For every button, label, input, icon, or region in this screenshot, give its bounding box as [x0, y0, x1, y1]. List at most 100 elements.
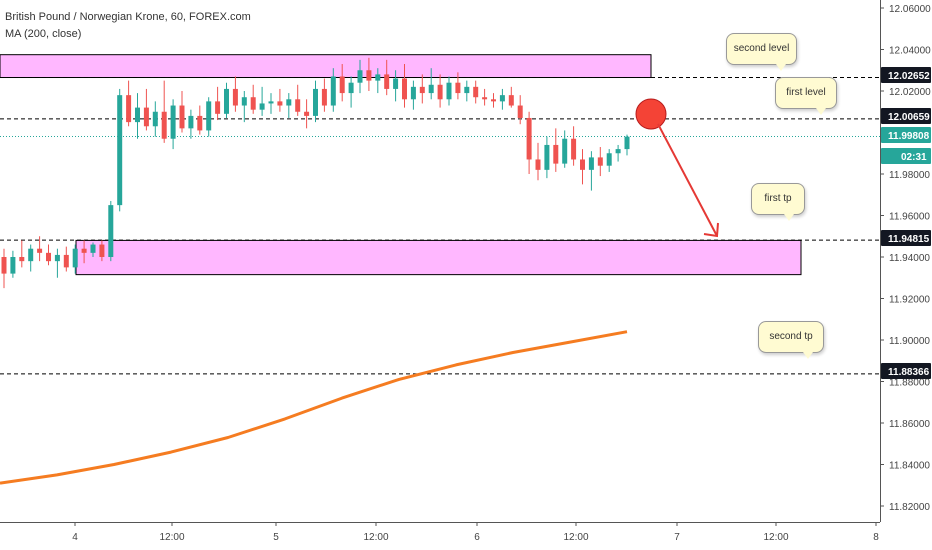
candle-body [46, 252, 51, 262]
candle-body [348, 82, 354, 94]
time-tick-label: 12:00 [363, 532, 388, 543]
candle-body [535, 159, 541, 170]
annotation-second-level[interactable]: second level [726, 33, 797, 71]
candle-body [402, 78, 407, 100]
time-tick-label: 4 [72, 532, 78, 543]
candle-body [330, 76, 336, 106]
candle-body [553, 144, 559, 164]
candle-body [366, 70, 372, 81]
candle-body [286, 99, 292, 106]
candle-body [232, 88, 238, 106]
candle-body [72, 248, 78, 268]
candle-body [90, 244, 96, 253]
indicator-label: MA (200, close) [5, 28, 82, 40]
time-tick-label: 5 [273, 532, 279, 543]
symbol-title: British Pound / Norwegian Krone, 60, FOR… [5, 11, 251, 23]
candle-body [464, 86, 470, 94]
price-level-label-bg [881, 127, 931, 143]
price-level-label: 12.00659 [888, 112, 930, 123]
price-tick-label: 11.84000 [889, 461, 930, 472]
candle-body [37, 248, 43, 253]
candle-body [179, 105, 185, 129]
price-level-label: 02:31 [901, 152, 927, 163]
candle-body [135, 107, 140, 123]
time-tick-label: 12:00 [563, 532, 588, 543]
price-tick-label: 11.96000 [889, 212, 930, 223]
annotation-first-tp-text: first tp [764, 193, 792, 204]
price-tick-label: 12.02000 [889, 87, 931, 98]
candle-body [410, 86, 416, 100]
price-level-label-bg [881, 67, 931, 83]
candle-body [606, 153, 612, 166]
candle-body [517, 105, 523, 118]
price-level-label-bg [881, 108, 931, 124]
entry-circle [635, 98, 667, 130]
candle-body [499, 95, 505, 102]
price-tick-label: 12.04000 [889, 46, 931, 57]
candle-body [99, 244, 105, 257]
ma-200-line [0, 330, 628, 485]
candle-body [215, 101, 221, 114]
price-tick-label: 11.82000 [889, 502, 930, 513]
candle-body [580, 159, 585, 170]
candle-body [313, 88, 318, 116]
price-tick-label: 11.92000 [889, 295, 930, 306]
candle-body [197, 115, 203, 131]
candle-body [491, 99, 496, 102]
candle-body [259, 103, 265, 110]
chart-legend: British Pound / Norwegian Krone, 60, FOR… [5, 9, 251, 43]
candle-body [170, 105, 176, 139]
annotation-first-level[interactable]: first level [775, 77, 837, 115]
price-tick-label: 11.98000 [889, 170, 930, 181]
candle-body [473, 86, 479, 98]
candle-body [428, 84, 434, 94]
price-tick-label: 12.06000 [889, 4, 931, 15]
candle-body [482, 97, 488, 100]
candle-body [54, 254, 60, 262]
candle-body [455, 82, 461, 94]
candle-body [188, 115, 194, 129]
price-level-label: 11.99808 [888, 131, 930, 142]
resistance-zone [0, 54, 652, 79]
support-zone [75, 239, 802, 276]
candle-body [446, 82, 452, 100]
candle-body [268, 101, 274, 104]
time-tick-label: 7 [674, 532, 680, 543]
annotation-first-level-text: first level [786, 87, 826, 98]
candle-body [304, 111, 310, 116]
candle-body [19, 257, 25, 262]
price-level-label: 11.94815 [888, 234, 930, 245]
price-tick-label: 11.90000 [889, 336, 930, 347]
candle-body [28, 248, 34, 262]
price-tick-label: 11.86000 [889, 419, 930, 430]
candle-body [375, 74, 381, 81]
candle-body [126, 95, 132, 123]
direction-arrow-head [703, 222, 719, 238]
candle-body [624, 136, 630, 150]
candle-body [206, 101, 212, 131]
candle-body [526, 117, 532, 160]
candle-body [81, 248, 87, 253]
candle-body [321, 88, 327, 106]
annotation-first-tp[interactable]: first tp [751, 183, 805, 221]
price-level-label-bg [881, 363, 931, 379]
candle-body [562, 138, 568, 164]
time-tick-label: 8 [873, 532, 879, 543]
price-level-label: 11.88366 [888, 367, 930, 378]
direction-arrow [657, 123, 718, 237]
candle-body [437, 84, 443, 100]
candle-body [508, 95, 514, 106]
candle-body [597, 157, 603, 166]
annotation-second-tp[interactable]: second tp [758, 321, 824, 359]
candle-body [615, 149, 621, 154]
annotation-second-level-text: second level [733, 43, 790, 54]
time-tick-label: 6 [474, 532, 480, 543]
candle-body [161, 111, 167, 139]
candle-body [143, 107, 149, 127]
candle-body [419, 86, 425, 94]
annotation-second-tp-text: second tp [769, 331, 813, 342]
candle-body [339, 76, 345, 94]
price-level-label-bg [881, 230, 931, 246]
candle-body [277, 101, 283, 106]
